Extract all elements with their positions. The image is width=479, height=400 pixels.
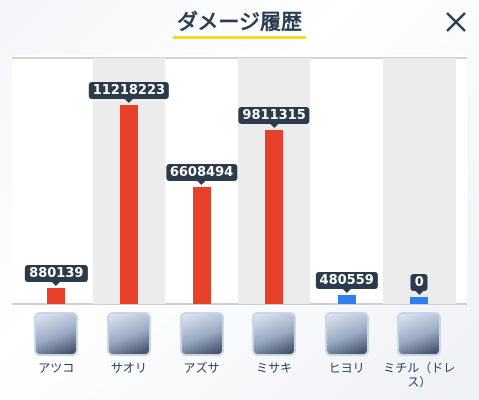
bar <box>119 105 138 304</box>
bar <box>265 129 284 304</box>
character-name: サオリ <box>110 361 147 375</box>
bar <box>410 297 429 304</box>
character-portrait <box>34 312 79 356</box>
character-portrait <box>106 312 151 356</box>
character-name: ミチル（ドレス） <box>383 361 456 389</box>
value-label: 6608494 <box>165 163 238 185</box>
title-underline <box>173 36 306 39</box>
character-name: ミサキ <box>256 361 293 375</box>
close-button[interactable] <box>444 10 468 34</box>
bar <box>47 288 66 304</box>
bar <box>192 186 211 304</box>
column-stripe <box>383 58 456 304</box>
character-name: ヒヨリ <box>328 361 365 375</box>
value-label: 0 <box>410 274 428 295</box>
value-label: 11218223 <box>88 82 170 103</box>
bar <box>337 295 356 304</box>
value-label: 480559 <box>315 272 378 294</box>
character-portrait <box>179 312 224 356</box>
character-portrait <box>324 312 369 356</box>
screen-title: ダメージ履歴 <box>177 10 302 34</box>
character-name: アズサ <box>183 361 220 375</box>
value-label: 9811315 <box>238 106 310 128</box>
character-name: アツコ <box>38 361 75 375</box>
character-portrait <box>252 312 297 356</box>
value-label: 880139 <box>25 265 88 287</box>
character-portrait <box>397 312 442 356</box>
baseline <box>12 303 467 305</box>
